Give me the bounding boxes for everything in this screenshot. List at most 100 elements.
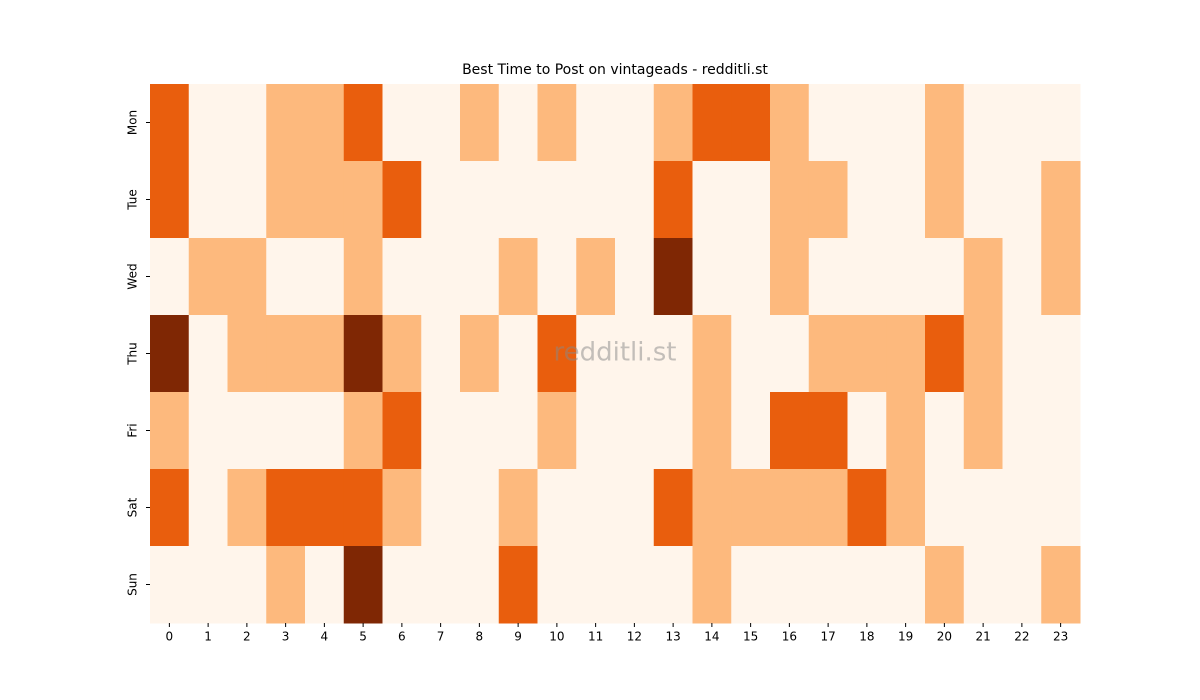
heatmap-cell xyxy=(150,469,190,547)
heatmap-cell xyxy=(1041,315,1081,393)
y-tick-label: Sat xyxy=(126,497,140,517)
heatmap-cell xyxy=(421,392,461,470)
x-tick-label: 0 xyxy=(166,630,174,644)
heatmap-cell xyxy=(847,84,887,162)
heatmap-cell xyxy=(150,161,190,239)
heatmap-cell xyxy=(188,238,228,316)
heatmap-cell xyxy=(227,315,267,393)
heatmap-cell xyxy=(188,546,228,624)
heatmap-cell xyxy=(886,469,926,547)
heatmap-cell xyxy=(886,238,926,316)
heatmap-cell xyxy=(615,238,655,316)
heatmap-cell xyxy=(886,315,926,393)
heatmap-cell xyxy=(266,161,306,239)
heatmap-cell xyxy=(305,315,345,393)
heatmap-cell xyxy=(692,546,732,624)
heatmap-cell xyxy=(808,469,848,547)
heatmap-cell xyxy=(653,392,693,470)
heatmap-cell xyxy=(382,546,422,624)
heatmap-cell xyxy=(770,392,810,470)
heatmap-cell xyxy=(188,315,228,393)
heatmap-cell xyxy=(343,238,383,316)
heatmap-cell xyxy=(1002,315,1042,393)
heatmap-cell xyxy=(1041,84,1081,162)
heatmap-cell xyxy=(498,315,538,393)
heatmap-cell xyxy=(188,84,228,162)
heatmap-cell xyxy=(227,546,267,624)
heatmap-cell xyxy=(498,238,538,316)
heatmap-cell xyxy=(188,161,228,239)
heatmap-cell xyxy=(227,84,267,162)
heatmap-cell xyxy=(847,469,887,547)
heatmap-cell xyxy=(382,238,422,316)
heatmap-cell xyxy=(963,84,1003,162)
heatmap-cell xyxy=(731,392,771,470)
heatmap-cell xyxy=(1041,546,1081,624)
heatmap-cell xyxy=(1002,469,1042,547)
heatmap-cell xyxy=(576,315,616,393)
heatmap-cells xyxy=(150,84,1081,624)
x-tick-label: 11 xyxy=(588,630,603,644)
heatmap-cell xyxy=(847,392,887,470)
heatmap-cell xyxy=(305,392,345,470)
heatmap-cell xyxy=(343,392,383,470)
heatmap-cell xyxy=(615,392,655,470)
heatmap-cell xyxy=(847,238,887,316)
heatmap-cell xyxy=(460,161,500,239)
heatmap-cell xyxy=(576,161,616,239)
heatmap-cell xyxy=(421,161,461,239)
heatmap-cell xyxy=(537,315,577,393)
heatmap-cell xyxy=(925,315,965,393)
watermark: redditli.st xyxy=(554,338,677,368)
heatmap-cell xyxy=(615,546,655,624)
heatmap-cell xyxy=(421,315,461,393)
x-tick-label: 4 xyxy=(321,630,329,644)
heatmap-cell xyxy=(1041,238,1081,316)
heatmap-cell xyxy=(1041,392,1081,470)
heatmap-cell xyxy=(150,546,190,624)
heatmap-cell xyxy=(653,315,693,393)
heatmap-cell xyxy=(421,238,461,316)
heatmap-cell xyxy=(1041,469,1081,547)
heatmap-cell xyxy=(886,392,926,470)
heatmap-cell xyxy=(382,469,422,547)
heatmap-cell xyxy=(886,161,926,239)
heatmap-cell xyxy=(653,84,693,162)
heatmap-cell xyxy=(731,469,771,547)
heatmap-cell xyxy=(188,469,228,547)
heatmap-cell xyxy=(537,469,577,547)
heatmap-cell xyxy=(305,469,345,547)
x-tick-label: 16 xyxy=(782,630,797,644)
heatmap-cell xyxy=(925,392,965,470)
x-tick-label: 8 xyxy=(476,630,484,644)
heatmap-cell xyxy=(731,238,771,316)
heatmap-cell xyxy=(731,161,771,239)
heatmap-cell xyxy=(421,84,461,162)
heatmap-cell xyxy=(692,84,732,162)
heatmap-cell xyxy=(305,84,345,162)
heatmap-cell xyxy=(382,161,422,239)
heatmap-cell xyxy=(731,315,771,393)
heatmap-cell xyxy=(498,469,538,547)
heatmap-cell xyxy=(537,392,577,470)
x-tick-label: 6 xyxy=(398,630,406,644)
y-tick-label: Wed xyxy=(126,263,140,289)
heatmap-cell xyxy=(925,469,965,547)
heatmap-cell xyxy=(150,238,190,316)
heatmap-cell xyxy=(1002,161,1042,239)
heatmap-cell xyxy=(963,546,1003,624)
heatmap-cell xyxy=(382,392,422,470)
heatmap-cell xyxy=(266,238,306,316)
heatmap-cell xyxy=(343,546,383,624)
heatmap-cell xyxy=(847,161,887,239)
heatmap-cell xyxy=(227,392,267,470)
heatmap-cell xyxy=(150,392,190,470)
heatmap-cell xyxy=(576,392,616,470)
heatmap-cell xyxy=(1041,161,1081,239)
y-tick-label: Sun xyxy=(126,573,140,596)
heatmap-cell xyxy=(615,161,655,239)
heatmap-cell xyxy=(808,84,848,162)
heatmap-cell xyxy=(808,546,848,624)
heatmap-cell xyxy=(266,392,306,470)
heatmap-cell xyxy=(343,84,383,162)
